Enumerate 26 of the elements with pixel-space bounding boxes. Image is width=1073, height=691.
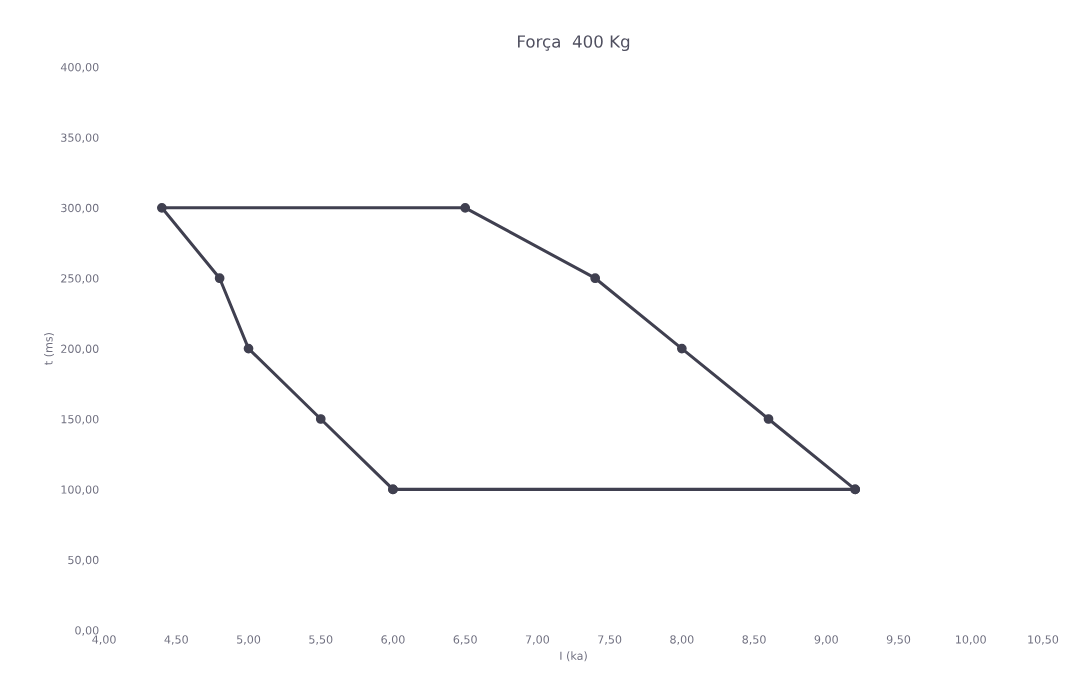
x-axis-title: I (ka) [560,651,587,662]
y-tick-label: 400,00 [60,63,99,73]
x-tick-label: 9,00 [814,635,838,645]
y-tick-label: 150,00 [61,414,99,425]
x-tick-label: 10,00 [956,635,986,645]
x-tick-label: 7,00 [525,635,550,645]
y-tick-label: 50,00 [68,555,99,566]
y-tick-label: 250,00 [61,274,99,284]
y-tick-label: 300,00 [61,203,99,214]
chart-title: Força 400 Kg [518,35,630,52]
x-tick-label: 5,50 [309,635,333,645]
y-axis-title: t (ms) [44,332,54,365]
y-tick-label: 350,00 [61,133,99,143]
x-tick-label: 6,00 [381,635,405,645]
x-tick-label: 6,50 [453,635,477,645]
y-tick-label: 200,00 [61,344,99,355]
x-tick-label: 9,50 [886,635,911,645]
x-tick-label: 4,00 [92,635,116,645]
y-tick-label: 100,00 [61,485,99,495]
x-tick-label: 8,00 [670,635,694,645]
x-tick-label: 10,50 [1028,635,1059,645]
y-tick-label: 0,00 [75,626,99,636]
x-tick-label: 4,50 [164,635,188,645]
x-tick-label: 7,50 [598,635,622,645]
x-tick-label: 5,00 [237,635,261,645]
x-tick-label: 8,50 [742,635,766,645]
